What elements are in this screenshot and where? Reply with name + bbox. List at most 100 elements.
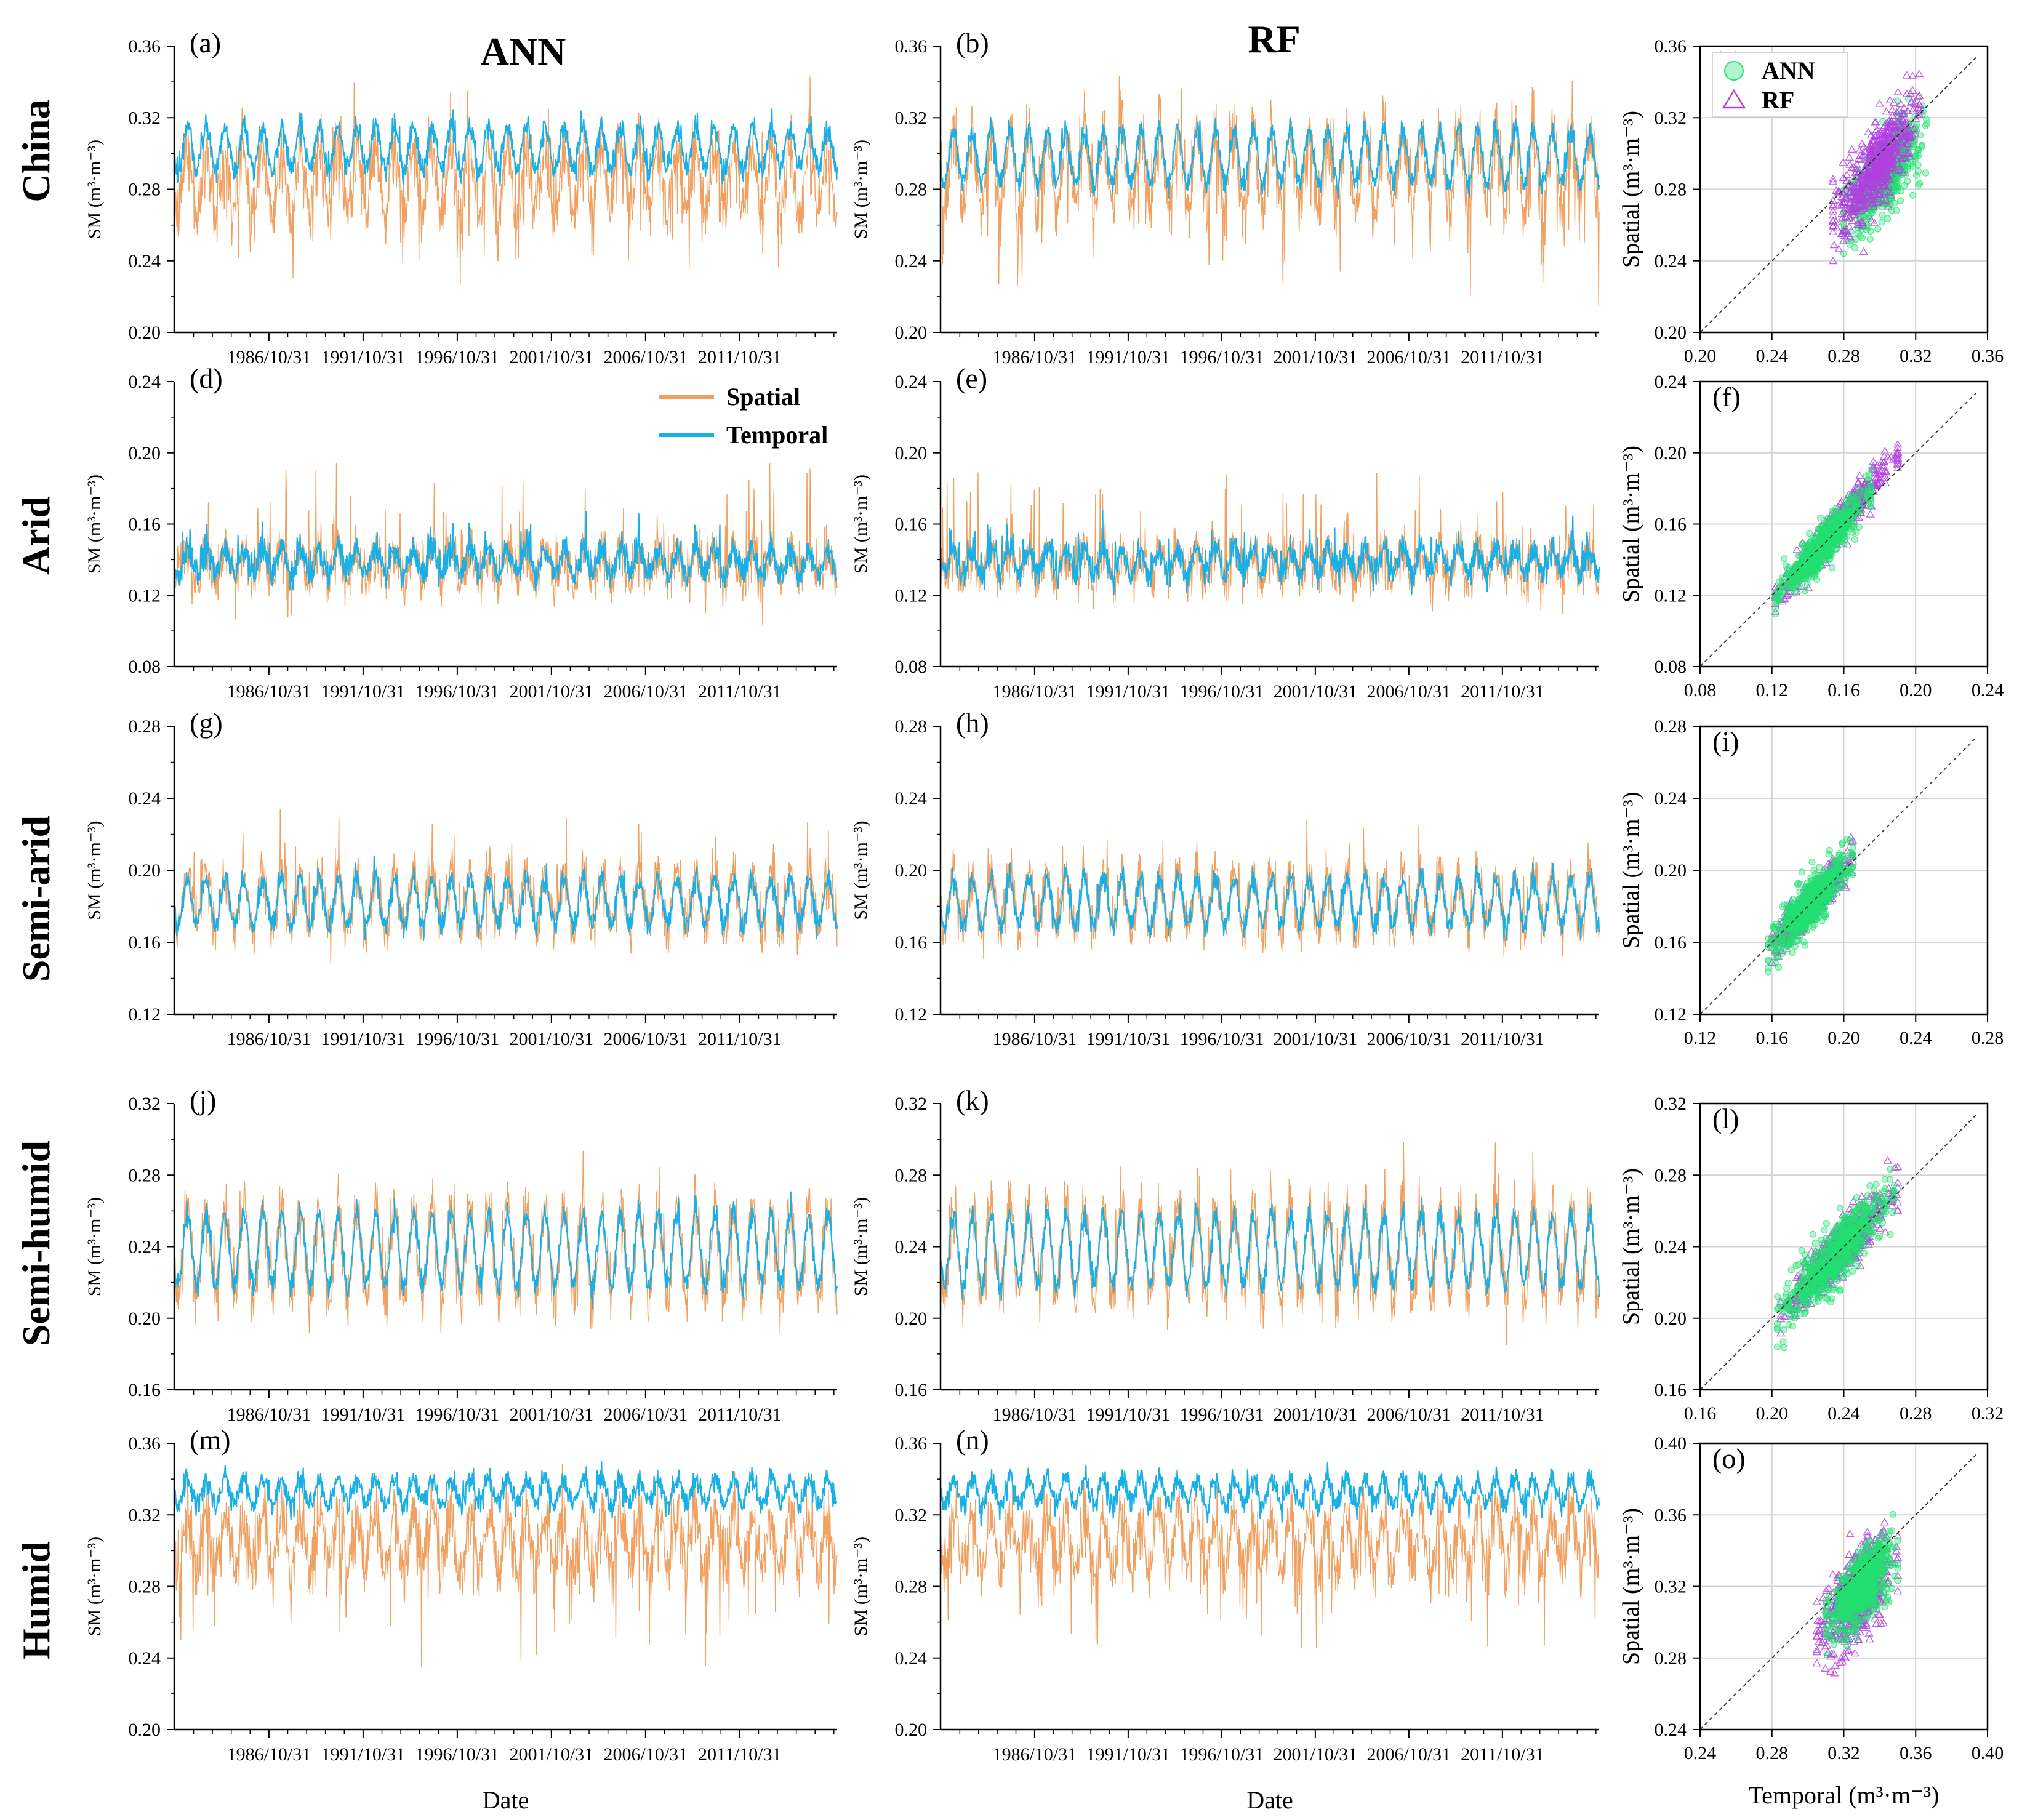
x-tick-label: 2001/10/31 xyxy=(1274,1029,1358,1049)
x-tick-label: 2001/10/31 xyxy=(1274,1405,1358,1425)
scatter-point-rf xyxy=(1866,510,1875,518)
y-tick-label: 0.28 xyxy=(1655,180,1687,200)
scatter-point-ann xyxy=(1802,587,1809,595)
y-axis-label: SM (m³·m⁻³) xyxy=(851,140,871,239)
scatter-point-ann xyxy=(1817,515,1824,522)
x-tick-label: 1996/10/31 xyxy=(415,1029,500,1049)
scatter-point-ann xyxy=(1849,850,1856,857)
x-tick-label: 0.36 xyxy=(1972,346,2004,366)
scatter-point-rf xyxy=(1914,70,1924,78)
y-tick-label: 0.24 xyxy=(129,251,161,271)
x-tick-label: 0.08 xyxy=(1684,680,1717,700)
scatter-point-ann xyxy=(1879,211,1886,218)
x-tick-label: 1991/10/31 xyxy=(1086,1029,1171,1049)
series-line-spatial xyxy=(174,76,838,284)
x-tick-label: 2001/10/31 xyxy=(1274,681,1358,702)
y-tick-label: 0.12 xyxy=(1655,585,1687,606)
y-tick-label: 0.32 xyxy=(129,108,161,128)
scatter-point-ann xyxy=(1818,529,1826,536)
scatter-point-ann xyxy=(1867,228,1874,235)
scatter-point-ann xyxy=(1867,503,1874,510)
y-tick-label: 0.20 xyxy=(895,323,928,343)
scatter-point-ann xyxy=(1840,531,1848,539)
scatter-point-ann xyxy=(1829,507,1836,515)
scatter-point-ann xyxy=(1833,518,1840,526)
x-tick-label: 0.24 xyxy=(1756,346,1789,366)
series-line-temporal xyxy=(939,1197,1600,1302)
scatter-point-ann xyxy=(1893,207,1900,214)
x-tick-label: 1996/10/31 xyxy=(1180,1405,1264,1425)
legend-label-ann: ANN xyxy=(1762,57,1815,84)
y-tick-label: 0.16 xyxy=(129,515,161,535)
panel-label: (f) xyxy=(1712,381,1741,412)
y-tick-label: 0.28 xyxy=(129,180,161,200)
scatter-point-ann xyxy=(1922,169,1930,177)
scatter-point-ann xyxy=(1879,118,1887,125)
y-axis-label: SM (m³·m⁻³) xyxy=(851,820,871,920)
y-axis-label: Spatial (m³·m⁻³) xyxy=(1618,446,1644,603)
scatter-point-ann xyxy=(1912,172,1920,179)
scatter-point-ann xyxy=(1893,177,1901,184)
y-tick-label: 0.20 xyxy=(129,1309,161,1329)
y-tick-label: 0.12 xyxy=(129,1004,161,1025)
y-tick-label: 0.24 xyxy=(895,1237,928,1257)
y-tick-label: 0.20 xyxy=(895,1309,928,1329)
x-tick-label: 1991/10/31 xyxy=(1086,681,1171,702)
scatter-point-ann xyxy=(1775,963,1783,971)
scatter-point-rf xyxy=(1828,227,1838,235)
x-tick-label: 2011/10/31 xyxy=(1461,1405,1544,1425)
x-tick-label: 2006/10/31 xyxy=(603,681,688,702)
y-tick-label: 0.20 xyxy=(129,323,161,343)
scatter-point-rf xyxy=(1847,145,1856,153)
y-tick-label: 0.12 xyxy=(1655,1004,1687,1025)
x-tick-label: 2011/10/31 xyxy=(698,1405,782,1425)
scatter-point-ann xyxy=(1884,215,1892,222)
y-axis-label: Spatial (m³·m⁻³) xyxy=(1618,111,1644,268)
x-tick-label: 1991/10/31 xyxy=(1086,347,1171,367)
scatter-point-ann xyxy=(1803,884,1811,892)
scatter-point-ann xyxy=(1832,886,1840,894)
y-tick-label: 0.36 xyxy=(895,36,928,57)
x-tick-label: 2006/10/31 xyxy=(1367,1405,1451,1425)
x-tick-label: 1991/10/31 xyxy=(321,681,406,702)
scatter-point-ann xyxy=(1850,503,1858,511)
scatter-point-ann xyxy=(1789,585,1797,592)
scatter-point-rf xyxy=(1900,103,1909,111)
x-tick-label: 2001/10/31 xyxy=(510,681,594,702)
scatter-point-ann xyxy=(1777,918,1784,925)
panel-label: (i) xyxy=(1712,726,1739,757)
scatter-point-ann xyxy=(1806,529,1813,537)
panel-label: (g) xyxy=(190,707,223,739)
x-tick-label: 1996/10/31 xyxy=(1180,1029,1264,1049)
y-axis-label: SM (m³·m⁻³) xyxy=(851,1197,871,1296)
panel-label: (e) xyxy=(956,363,987,394)
scatter-point-ann xyxy=(1835,865,1842,873)
y-tick-label: 0.12 xyxy=(129,585,161,606)
scatter-point-ann xyxy=(1838,538,1845,545)
scatter-point-rf xyxy=(1828,207,1838,215)
scatter-point-ann xyxy=(1771,924,1778,932)
y-tick-label: 0.28 xyxy=(895,716,928,737)
x-tick-label: 2011/10/31 xyxy=(698,681,782,702)
panel-label: (k) xyxy=(956,1084,989,1116)
scatter-point-ann xyxy=(1781,555,1788,563)
panel-label: (j) xyxy=(190,1084,216,1116)
scatter-point-ann xyxy=(1801,573,1808,580)
y-tick-label: 0.08 xyxy=(129,657,161,677)
scatter-point-ann xyxy=(1792,573,1799,581)
x-tick-label: 2011/10/31 xyxy=(1461,347,1544,367)
y-tick-label: 0.28 xyxy=(895,180,928,200)
scatter-point-ann xyxy=(1904,163,1911,170)
scatter-point-ann xyxy=(1812,539,1819,546)
x-tick-label: 0.24 xyxy=(1972,680,2004,700)
x-tick-label: 0.20 xyxy=(1900,680,1932,700)
scatter-point-ann xyxy=(1786,938,1794,945)
column-title-rf: RF xyxy=(1248,17,1300,61)
scatter-point-ann xyxy=(1811,556,1819,564)
x-tick-label: 2011/10/31 xyxy=(1461,681,1544,702)
panel-label: (a) xyxy=(190,27,221,58)
scatter-point-ann xyxy=(1923,120,1930,127)
panel-label: (d) xyxy=(190,363,223,394)
